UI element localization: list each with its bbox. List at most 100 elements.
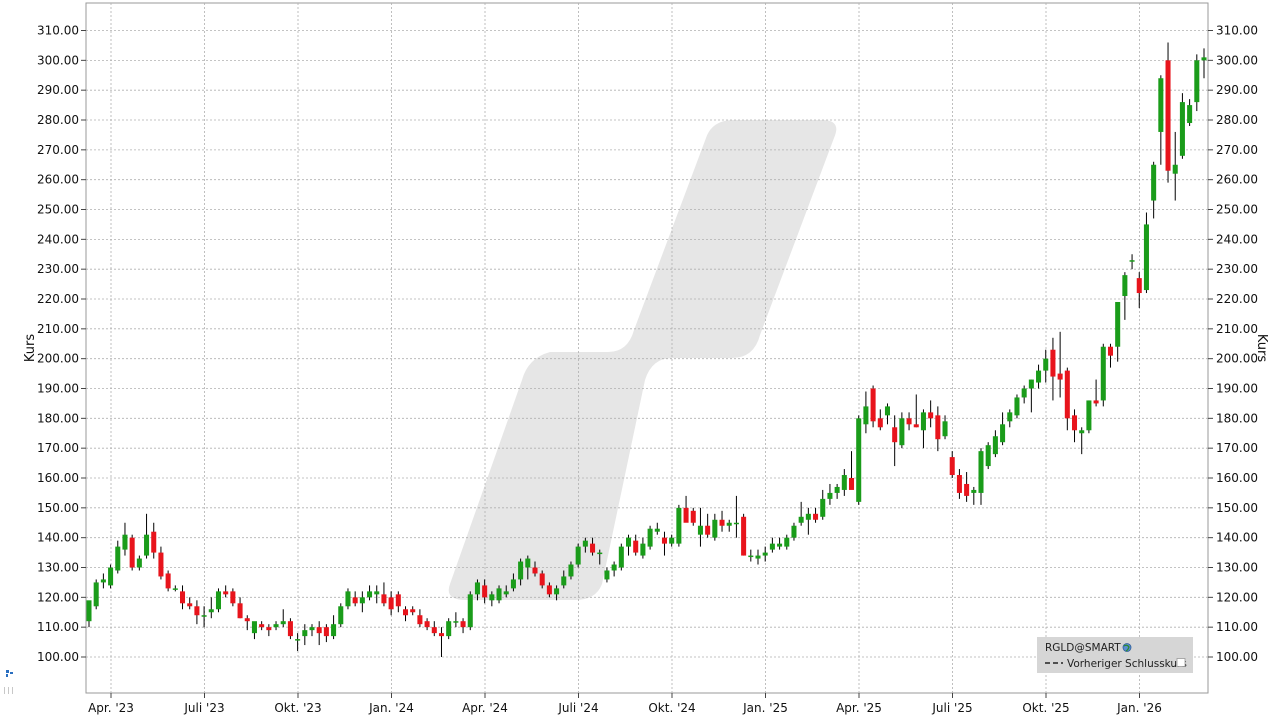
candle-body <box>244 618 250 622</box>
candle-body <box>395 594 401 607</box>
candle <box>625 534 632 556</box>
candle-body <box>906 418 912 425</box>
candle-body <box>755 555 761 559</box>
candle-body <box>187 603 193 607</box>
candle <box>992 430 998 458</box>
candle <box>208 597 214 619</box>
candle <box>244 615 250 631</box>
candle-body <box>237 603 243 619</box>
y-tick-label-right: 280.00 <box>1216 113 1258 127</box>
candle-body <box>1086 400 1092 431</box>
candle-body <box>856 418 862 502</box>
y-tick-label-left: 200.00 <box>37 352 79 366</box>
candle-body <box>1151 164 1157 201</box>
candle-body <box>460 621 466 628</box>
candle <box>1194 54 1200 112</box>
candle <box>467 591 473 631</box>
y-tick-label-right: 250.00 <box>1216 203 1258 217</box>
candle-body <box>683 507 689 523</box>
candle <box>697 507 703 547</box>
candle-body <box>748 555 754 558</box>
candle-body <box>323 627 329 637</box>
candle <box>582 537 588 553</box>
legend-previous-close: Vorheriger Schlusskurs <box>1067 658 1187 670</box>
candle-body <box>474 582 480 595</box>
candle-body <box>892 427 898 443</box>
candle <box>237 597 243 619</box>
candle-body <box>690 510 696 523</box>
candle <box>338 603 344 628</box>
candle-body <box>1064 370 1070 419</box>
y-tick-label-right: 210.00 <box>1216 322 1258 336</box>
candle-body <box>676 507 682 544</box>
candle <box>633 534 639 556</box>
candle-body <box>1093 400 1099 404</box>
resize-grip-icon[interactable] <box>4 687 13 694</box>
candle-body <box>582 540 588 547</box>
candle-body <box>136 558 142 568</box>
candle-body <box>618 546 624 568</box>
candle-body <box>971 489 977 493</box>
candle-body <box>1000 424 1006 443</box>
candle <box>525 555 531 580</box>
candle <box>381 582 387 607</box>
candle <box>115 540 121 574</box>
candle-body <box>777 543 783 547</box>
candle <box>410 606 416 616</box>
candle <box>640 537 646 559</box>
candle <box>460 618 466 634</box>
candle <box>367 585 373 601</box>
candle-body <box>834 486 840 493</box>
candle-body <box>705 525 711 535</box>
candle <box>122 522 128 556</box>
candle-body <box>1050 349 1056 377</box>
candle <box>1122 272 1128 320</box>
candle-body <box>978 451 984 493</box>
candle-body <box>769 543 775 550</box>
toolbar-icon[interactable] <box>6 670 13 677</box>
candle-body <box>129 537 135 568</box>
candle <box>532 561 538 577</box>
candle-body <box>798 516 804 523</box>
candle-body <box>561 576 567 586</box>
candle <box>848 451 855 490</box>
x-tick-label: Okt. '23 <box>274 701 321 715</box>
y-tick-label-right: 200.00 <box>1216 352 1258 366</box>
y-tick-label-right: 300.00 <box>1216 53 1258 67</box>
candle-body <box>374 591 380 595</box>
candle <box>323 624 329 643</box>
candle <box>1115 301 1121 362</box>
candle <box>690 507 696 526</box>
candle-body <box>1100 346 1106 401</box>
candle-body <box>1036 370 1042 383</box>
candle <box>1014 394 1020 419</box>
candle <box>661 531 668 556</box>
candle <box>1107 343 1114 368</box>
candle <box>295 633 301 652</box>
candle-body <box>964 483 970 496</box>
candle-body <box>640 543 646 556</box>
candle <box>518 558 524 586</box>
candle-body <box>1021 388 1027 398</box>
candle-body <box>510 579 516 589</box>
legend: RGLD@SMART Vorheriger Schlusskurs <box>1037 637 1193 673</box>
candle-body <box>316 627 322 634</box>
y-tick-label-right: 140.00 <box>1216 531 1258 545</box>
candle <box>654 522 660 535</box>
candle-body <box>424 621 430 628</box>
candle <box>978 448 984 505</box>
candle <box>136 555 142 571</box>
candle <box>201 606 207 628</box>
candle-body <box>1071 415 1078 431</box>
candle <box>719 510 725 532</box>
y-tick-label-left: 250.00 <box>37 203 79 217</box>
legend-checkbox[interactable] <box>1176 658 1186 667</box>
candle <box>1036 364 1042 389</box>
candle-body <box>956 475 962 493</box>
candle <box>280 609 286 628</box>
y-axis-title-left: Kurs <box>23 334 38 362</box>
candle <box>417 609 423 628</box>
candle <box>273 621 279 631</box>
candle-body <box>539 573 545 586</box>
y-tick-label-left: 290.00 <box>37 83 79 97</box>
